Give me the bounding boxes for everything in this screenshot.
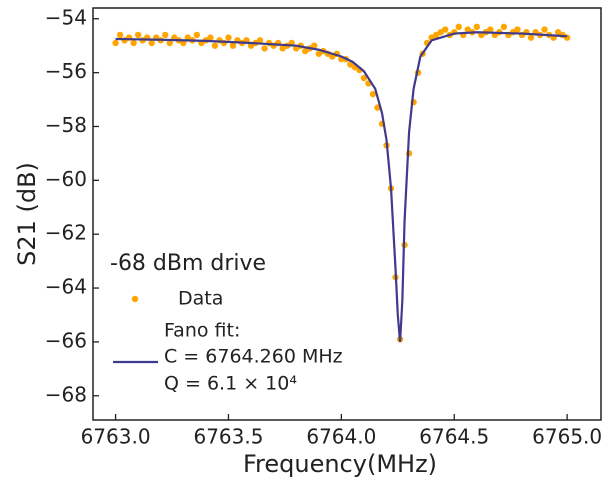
data-point: [112, 39, 119, 47]
data-point: [311, 42, 318, 49]
data-point: [229, 42, 237, 49]
x-axis-label: Frequency(MHz): [243, 450, 437, 478]
data-point: [514, 26, 521, 33]
data-point: [193, 31, 201, 39]
fit-line: [115, 31, 568, 343]
x-tick-label: 6764.5: [419, 425, 489, 449]
data-point: [162, 31, 169, 39]
y-tick-label: −56: [45, 59, 87, 83]
legend-fit-param: C = 6764.260 MHz: [164, 346, 343, 368]
y-tick-label: −54: [45, 5, 87, 29]
legend-label: Fano fit:: [164, 320, 240, 342]
data-point: [527, 34, 535, 41]
plot-frame: [92, 7, 602, 421]
x-tick-label: 6764.0: [306, 425, 376, 449]
y-tick-label: −64: [45, 275, 87, 299]
x-tick-label: 6763.5: [193, 425, 263, 449]
data-point: [256, 37, 264, 44]
y-tick-label: −66: [45, 328, 87, 352]
data-point: [207, 34, 214, 41]
data-point: [261, 45, 268, 52]
data-point: [225, 34, 232, 41]
data-point: [442, 26, 449, 33]
data-point: [541, 26, 548, 33]
data-point: [455, 23, 462, 31]
y-tick-label: −62: [45, 221, 87, 245]
legend-label: Data: [178, 288, 223, 310]
data-point: [134, 31, 142, 39]
data-point: [116, 31, 124, 39]
data-point: [473, 23, 481, 31]
data-point: [148, 39, 155, 47]
data-point: [360, 74, 368, 82]
x-tick-label: 6765.0: [532, 425, 602, 449]
y-tick-label: −60: [45, 167, 87, 191]
data-point: [166, 39, 173, 47]
legend-fit-param: Q = 6.1 × 10⁴: [164, 373, 297, 395]
x-tick-label: 6763.0: [81, 425, 151, 449]
y-tick-label: −68: [45, 382, 87, 406]
legend-title: -68 dBm drive: [110, 251, 266, 276]
data-point: [130, 39, 137, 47]
data-point: [369, 90, 377, 98]
data-point: [211, 42, 219, 49]
legend-marker: [131, 295, 139, 303]
data-point: [500, 23, 508, 31]
data-point: [487, 26, 494, 33]
y-tick-label: −58: [45, 113, 87, 137]
y-axis-label: S21 (dB): [13, 162, 41, 266]
